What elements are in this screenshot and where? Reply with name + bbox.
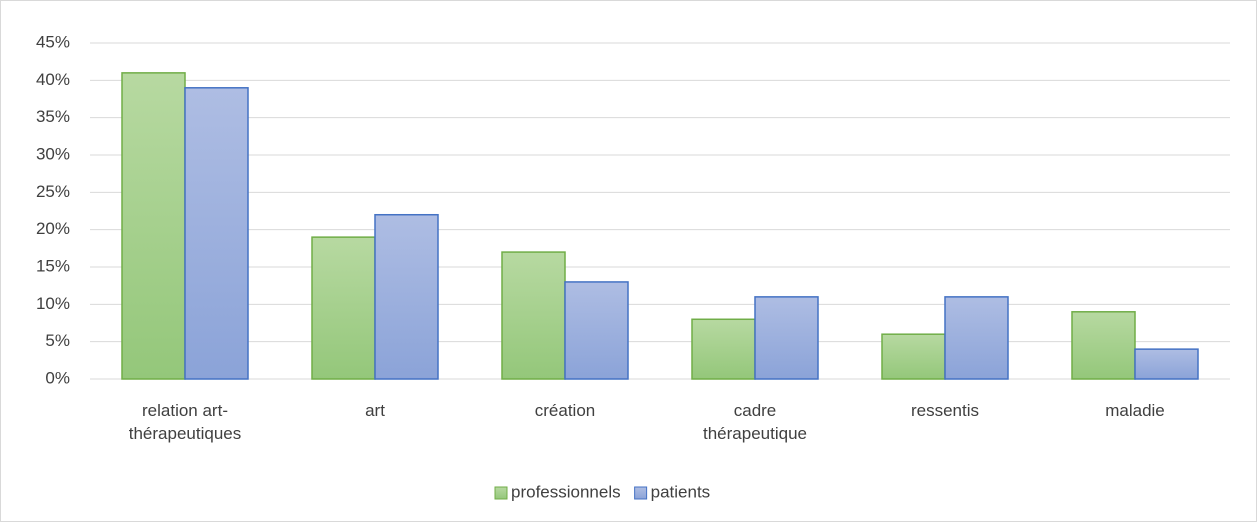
y-tick-label: 30% — [36, 144, 70, 163]
y-tick-label: 40% — [36, 70, 70, 89]
x-tick-label: création — [534, 401, 596, 420]
y-tick-label: 10% — [36, 294, 70, 313]
x-tick-label: maladie — [1105, 401, 1165, 420]
bar — [944, 296, 1009, 380]
bar — [564, 281, 629, 380]
y-tick-label: 5% — [45, 331, 70, 350]
x-tick-label: art — [365, 401, 385, 420]
bar — [881, 333, 946, 380]
bar — [184, 87, 249, 380]
bar — [754, 296, 819, 380]
y-tick-label: 15% — [36, 256, 70, 275]
bar — [311, 236, 376, 380]
bar — [121, 72, 186, 380]
legend-swatch — [494, 486, 508, 500]
y-tick-label: 20% — [36, 219, 70, 238]
bar — [501, 251, 566, 380]
x-tick-label: relation art-thérapeutiques — [128, 401, 242, 443]
legend-swatch — [634, 486, 648, 500]
y-tick-label: 45% — [36, 32, 70, 51]
bar — [1071, 311, 1136, 380]
bar — [374, 213, 439, 380]
bar — [691, 318, 756, 380]
legend-label: patients — [651, 482, 711, 501]
y-tick-label: 35% — [36, 107, 70, 126]
y-tick-label: 0% — [45, 368, 70, 387]
x-tick-label: cadre thérapeutique — [703, 401, 807, 443]
y-tick-label: 25% — [36, 182, 70, 201]
legend-label: professionnels — [511, 482, 621, 501]
x-tick-label: ressentis — [910, 401, 980, 420]
bar — [1134, 348, 1199, 380]
